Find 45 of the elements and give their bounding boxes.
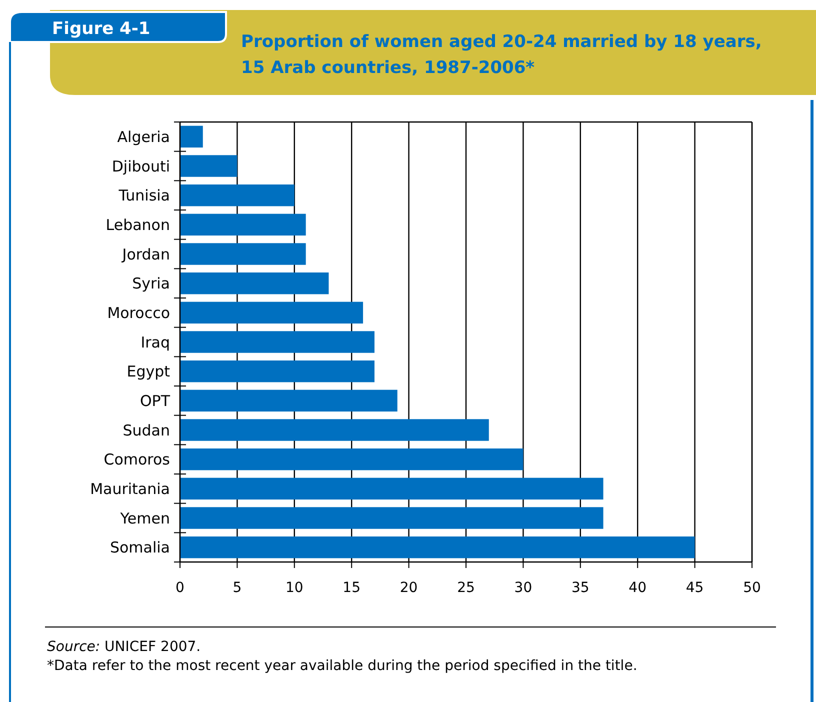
x-tick-label: 5 — [232, 580, 242, 596]
text: *Data refer to the most recent year available during the period specified in the title. — [47, 658, 638, 674]
bar — [180, 331, 374, 353]
x-tick-label: 45 — [686, 580, 704, 596]
x-tick-label: 20 — [400, 580, 418, 596]
y-tick-label: Jordan — [121, 245, 170, 264]
bar — [180, 243, 306, 265]
bar — [180, 214, 306, 236]
x-tick-label: 50 — [743, 580, 761, 596]
bar — [180, 360, 374, 382]
y-tick-label: OPT — [140, 392, 171, 410]
y-tick-label: Comoros — [104, 450, 170, 469]
bar — [180, 507, 604, 529]
y-tick-label: Sudan — [122, 421, 170, 440]
bar — [180, 302, 364, 324]
x-tick-label: 40 — [628, 580, 647, 596]
bar — [180, 184, 294, 206]
chart-title: Proportion of women aged 20-24 married by 18 years, 15 Arab countries, 1987-2006* — [241, 32, 762, 78]
chart-subtitle: Figure 4-1 — [52, 19, 150, 39]
x-tick-label: 25 — [457, 580, 475, 596]
bar — [180, 419, 489, 441]
x-tick-label: 35 — [571, 580, 590, 596]
bar — [180, 126, 203, 148]
bar — [180, 390, 398, 412]
y-tick-label: Yemen — [119, 509, 170, 528]
x-tick-label: 30 — [514, 580, 532, 596]
y-tick-label: Egypt — [126, 362, 170, 381]
bar — [180, 478, 604, 500]
bar — [180, 448, 524, 470]
y-tick-label: Mauritania — [90, 480, 170, 498]
y-tick-label: Algeria — [117, 128, 170, 146]
y-tick-label: Djibouti — [112, 157, 170, 176]
y-tick-label: Morocco — [107, 304, 170, 322]
x-tick-label: 0 — [176, 580, 184, 596]
bar — [180, 272, 329, 294]
y-tick-label: Syria — [132, 274, 170, 293]
bar — [180, 155, 238, 177]
y-tick-label: Iraq — [140, 333, 170, 352]
y-tick-label: Tunisia — [118, 186, 170, 205]
bar — [180, 536, 695, 558]
x-tick-label: 10 — [285, 580, 304, 596]
y-tick-label: Lebanon — [106, 216, 170, 234]
y-tick-label: Somalia — [110, 538, 170, 557]
source-note: Source: UNICEF 2007. — [47, 639, 201, 655]
x-tick-label: 15 — [342, 580, 361, 596]
